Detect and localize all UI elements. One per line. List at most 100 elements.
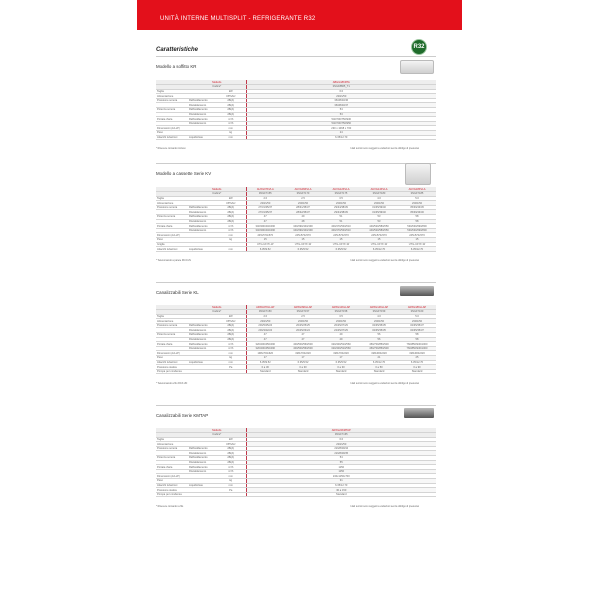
cell-value: 17 xyxy=(322,355,360,361)
row-unit: kg xyxy=(216,130,247,136)
table-row: Peso kg 17 17 17 21 25 xyxy=(156,355,436,361)
row-unit xyxy=(216,369,247,375)
row-sublabel: Raffreddamento xyxy=(188,107,216,113)
row-sublabel: Raffreddamento xyxy=(188,341,216,347)
cell-value: 28/32/35/37 xyxy=(284,209,322,216)
row-unit: Pa xyxy=(216,364,247,370)
row-sublabel xyxy=(188,314,216,320)
table-row: Portata d'aria Raffreddamento m³/h 540/700/… xyxy=(156,116,436,122)
cell-value: 230/1/50 xyxy=(246,93,436,99)
table-row: Portata d'aria Raffreddamento m³/h 1150 xyxy=(156,464,436,470)
row-label: Attacchi tubazioni xyxy=(156,360,188,366)
model-name: ARXG12KLLAP xyxy=(322,305,360,311)
cell-value: UTG-UFYF-W xyxy=(284,242,322,248)
row-label: Attacchi tubazioni xyxy=(156,483,188,489)
row-unit: kg xyxy=(216,237,247,243)
row-unit: dB(A) xyxy=(216,323,247,329)
row-sublabel xyxy=(188,478,216,484)
row-sublabel: Raffreddamento xyxy=(188,332,216,338)
row-sublabel: Riscaldamento xyxy=(188,228,216,234)
row-sublabel xyxy=(188,492,216,498)
row-label: Pompa per condensa xyxy=(156,369,188,375)
model-row: Modello ABGG18KRTA xyxy=(156,80,436,86)
cell-value: 47 xyxy=(284,332,322,338)
cell-value: Standard xyxy=(246,492,436,498)
cell-value: UTG-UFYF-W xyxy=(322,242,360,248)
row-unit: kW xyxy=(216,437,247,443)
r32-badge: R32 xyxy=(411,39,427,55)
cell-value: 320/400/450/490 xyxy=(246,346,284,352)
table-row: Pompa per condensa Standard Standard Standa… xyxy=(156,369,436,375)
cell-value: Standard xyxy=(322,369,360,375)
table-row: Alimentazione V/Ph/Hz 230/1/50 230/1/50 230/… xyxy=(156,318,436,324)
row-unit: V/Ph/Hz xyxy=(216,93,247,99)
cell-value: UTG-UFYF-W xyxy=(398,242,436,248)
row-unit: mm xyxy=(216,125,247,131)
cell-value: 51 xyxy=(322,214,360,220)
cell-value: 760/850/930/1000 xyxy=(398,341,436,347)
row-unit: kg xyxy=(216,355,247,361)
row-label: Potenza sonora xyxy=(156,455,188,461)
row-sublabel: Raffreddamento xyxy=(188,464,216,470)
divider xyxy=(156,405,436,406)
cell-value: 320/400/510/560 xyxy=(322,346,360,352)
cell-value: 49 xyxy=(322,332,360,338)
disclaimer: I dati tecnici sono soggetti a variazion… xyxy=(350,259,420,262)
cell-value: 15 xyxy=(246,237,284,243)
row-label: Dimensioni (AxLxP) xyxy=(156,125,188,131)
row-label: Pressione statica xyxy=(156,487,188,493)
cell-value: 760/850/930/1000 xyxy=(398,346,436,352)
cell-value: 6.35/9.52 xyxy=(322,246,360,252)
row-sublabel: Riscaldamento xyxy=(188,219,216,225)
cell-value: 4.0 xyxy=(360,196,398,202)
cell-value: 55 xyxy=(246,460,436,466)
table-row: Pressione statica Pa 0 a 30 0 a 30 0 a 30 0 a… xyxy=(156,364,436,370)
row-unit: m³/h xyxy=(216,346,247,352)
row-sublabel: Riscaldamento xyxy=(188,121,216,127)
row-sublabel xyxy=(188,125,216,131)
cell-value: 17 xyxy=(284,355,322,361)
table-row: Riscaldamento dB(A) 36/38/43/47 xyxy=(156,102,436,109)
cell-value: 6.35/12.70 xyxy=(360,360,398,366)
cell-value: Standard xyxy=(246,369,284,375)
row-sublabel: Liquido/Gas xyxy=(188,246,216,252)
unit-image xyxy=(400,60,434,74)
row-label xyxy=(156,327,188,334)
row-unit: mm xyxy=(216,360,247,366)
cell-value: 20/25/25/24 xyxy=(246,323,284,329)
table-row: Portata d'aria Raffreddamento m³/h 320/400/… xyxy=(156,341,436,347)
row-label xyxy=(156,112,188,118)
row-sublabel xyxy=(188,441,216,447)
cell-value: 32/35/35/37 xyxy=(398,323,436,329)
table-row: Dimensioni (AxLxP) mm 245x570x570 245x570x5… xyxy=(156,232,436,238)
cell-value: 230/1/50 xyxy=(284,318,322,324)
cell-value: UTG-UFYF-W xyxy=(246,242,284,248)
cell-value: 36/38/43/47 xyxy=(246,102,436,109)
model-name: ARXG07KLLAP xyxy=(246,305,284,311)
table-row: Riscaldamento dB(A) 47 48 51 53 58 xyxy=(156,219,436,225)
cell-value: 36/38/43/46 xyxy=(246,98,436,104)
section-title: Canalizzabili Serie KL xyxy=(156,290,199,295)
row-unit: m³/h xyxy=(216,228,247,234)
cell-value: 2.0 xyxy=(246,196,284,202)
cell-value: 198x900x620 xyxy=(398,350,436,356)
cell-value: 56 xyxy=(360,332,398,338)
model-code: 3NGF7170 xyxy=(284,191,322,197)
table-row: Riscaldamento m³/h 540/700/750/950 xyxy=(156,121,436,127)
row-sublabel xyxy=(188,364,216,370)
row-unit: dB(A) xyxy=(216,214,247,220)
cell-value: 27/31/35/37 xyxy=(246,209,284,216)
cell-value: 6.35/9.52 xyxy=(284,246,322,252)
spec-table: Modello AUXG07KVLA AUXG09KVLA AUXG12KVLA AUX… xyxy=(156,187,436,252)
table-row: Riscaldamento dB(A) 47 47 49 56 58 xyxy=(156,337,436,343)
table-row: Attacchi tubazioni Liquido/Gas mm 6.35/9.52… xyxy=(156,360,436,366)
cell-value: 198x900x620 xyxy=(360,350,398,356)
row-unit xyxy=(216,242,247,248)
table-row: Attacchi tubazioni Liquido/Gas mm 6.35/12.7… xyxy=(156,135,436,141)
cell-value: 31/35/39/40 xyxy=(360,205,398,211)
model-name: AUXG07KVLA xyxy=(246,187,284,193)
table-row: Riscaldamento m³/h 320/400/450/490 400/500/… xyxy=(156,346,436,352)
row-unit: mm xyxy=(216,135,247,141)
row-unit: dB(A) xyxy=(216,98,247,104)
cell-value: 29/34/38/39 xyxy=(322,209,360,216)
